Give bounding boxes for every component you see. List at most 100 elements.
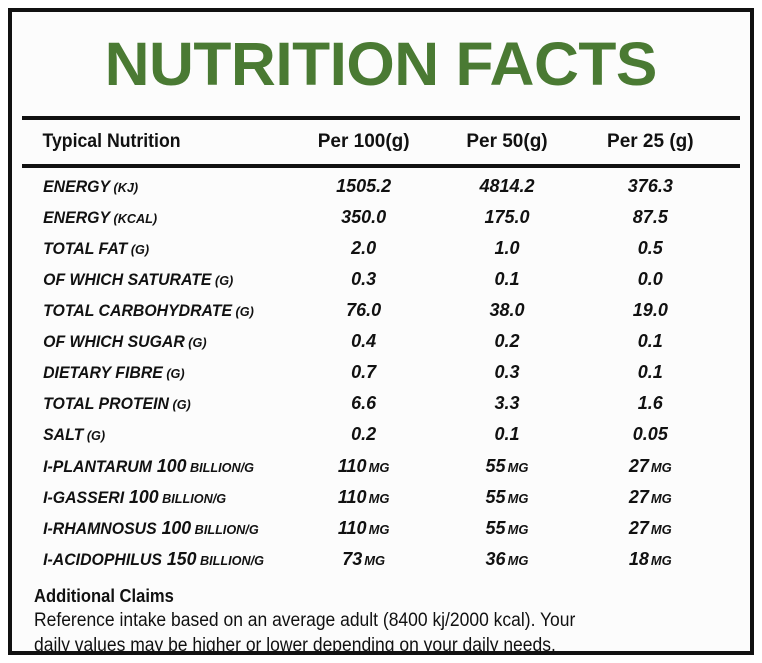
nutrient-name: SALT (G) xyxy=(22,426,281,445)
value-1: 110 MG xyxy=(292,518,435,539)
page-title: NUTRITION FACTS xyxy=(104,30,658,98)
nutrient-name-text: ENERGY xyxy=(43,178,111,196)
value-1: 110 MG xyxy=(292,487,435,508)
value-2: 3.3 xyxy=(435,393,578,414)
value-unit: MG xyxy=(368,491,390,506)
value-3: 0.05 xyxy=(579,424,740,445)
nutrient-unit: (G) xyxy=(232,304,254,319)
value-number: 0.4 xyxy=(351,331,377,351)
value-number: 19.0 xyxy=(632,300,668,320)
value-number: 4814.2 xyxy=(479,176,535,196)
value-1: 0.7 xyxy=(292,362,435,383)
value-number: 55 xyxy=(485,456,506,476)
value-2: 55 MG xyxy=(435,518,578,539)
value-number: 36 xyxy=(485,549,506,569)
value-1: 2.0 xyxy=(292,238,435,259)
value-3: 376.3 xyxy=(579,176,740,197)
value-number: 1505.2 xyxy=(336,176,392,196)
nutrient-name: ENERGY (KCAL) xyxy=(22,209,281,228)
value-number: 87.5 xyxy=(632,207,668,227)
value-1: 0.3 xyxy=(292,269,435,290)
table-row: OF WHICH SATURATE (G) 0.3 0.1 0.0 xyxy=(22,269,740,300)
additional-claims-section: Additional Claims Reference intake based… xyxy=(12,579,750,655)
value-3: 1.6 xyxy=(579,393,740,414)
nutrient-name-text: OF WHICH SUGAR xyxy=(43,333,185,351)
nutrient-unit: (G) xyxy=(83,428,106,443)
value-3: 87.5 xyxy=(579,207,740,228)
value-number: 175.0 xyxy=(484,207,530,227)
value-number: 1.0 xyxy=(494,238,520,258)
table-row: I-RHAMNOSUS 100 BILLION/G 110 MG 55 MG 27 MG xyxy=(22,517,740,548)
additional-claims-line-1: Reference intake based on an average adu… xyxy=(34,610,576,632)
value-1: 0.4 xyxy=(292,331,435,352)
nutrient-name: I-PLANTARUM 100 BILLION/G xyxy=(22,455,281,477)
value-3: 0.0 xyxy=(579,269,740,290)
nutrient-name-text: I-PLANTARUM xyxy=(43,458,152,476)
value-number: 1.6 xyxy=(637,393,663,413)
value-1: 76.0 xyxy=(292,300,435,321)
value-number: 27 xyxy=(628,487,649,507)
value-2: 55 MG xyxy=(435,487,578,508)
value-number: 0.5 xyxy=(637,238,663,258)
table-row: TOTAL FAT (G) 2.0 1.0 0.5 xyxy=(22,238,740,269)
value-number: 0.05 xyxy=(632,424,668,444)
nutrient-name-text: SALT xyxy=(43,426,84,444)
value-3: 27 MG xyxy=(579,518,740,539)
nutrient-amount-unit: BILLION/G xyxy=(196,553,264,568)
nutrient-name: OF WHICH SATURATE (G) xyxy=(22,271,281,290)
value-2: 38.0 xyxy=(435,300,578,321)
value-number: 110 xyxy=(337,487,367,507)
label-title-band: NUTRITION FACTS xyxy=(12,12,750,116)
table-row: ENERGY (KJ) 1505.2 4814.2 376.3 xyxy=(22,176,740,207)
additional-claims-line-2: daily values may be higher or lower depe… xyxy=(34,635,556,655)
value-number: 110 xyxy=(337,456,367,476)
divider-above-header xyxy=(22,116,740,120)
value-2: 0.1 xyxy=(435,424,578,445)
value-unit: MG xyxy=(507,460,529,475)
table-row: I-ACIDOPHILUS 150 BILLION/G 73 MG 36 MG 18 MG xyxy=(22,548,740,579)
header-per-100g: Per 100(g) xyxy=(317,131,410,152)
value-number: 0.3 xyxy=(494,362,520,382)
value-unit: MG xyxy=(650,553,672,568)
table-row: OF WHICH SUGAR (G) 0.4 0.2 0.1 xyxy=(22,331,740,362)
value-2: 4814.2 xyxy=(435,176,578,197)
value-3: 27 MG xyxy=(579,456,740,477)
value-number: 76.0 xyxy=(346,300,382,320)
value-unit: MG xyxy=(650,522,672,537)
value-number: 2.0 xyxy=(351,238,377,258)
table-header-row: Typical Nutrition Per 100(g) Per 50(g) P… xyxy=(12,120,750,164)
nutrient-amount-unit: BILLION/G xyxy=(158,491,227,506)
value-1: 73 MG xyxy=(292,549,435,570)
value-unit: MG xyxy=(507,553,529,568)
value-1: 6.6 xyxy=(292,393,435,414)
value-number: 0.1 xyxy=(494,424,520,444)
value-number: 0.3 xyxy=(351,269,377,289)
nutrition-table-body: ENERGY (KJ) 1505.2 4814.2 376.3 ENERGY (KCAL… xyxy=(12,168,750,579)
nutrient-amount-unit: BILLION/G xyxy=(186,460,254,475)
nutrient-name: I-RHAMNOSUS 100 BILLION/G xyxy=(22,517,281,539)
nutrient-name: DIETARY FIBRE (G) xyxy=(22,364,281,383)
value-number: 6.6 xyxy=(351,393,377,413)
value-3: 19.0 xyxy=(579,300,740,321)
value-number: 27 xyxy=(628,518,649,538)
value-unit: MG xyxy=(650,460,672,475)
nutrient-name-text: TOTAL FAT xyxy=(43,240,128,258)
header-per-25g: Per 25 (g) xyxy=(607,131,694,152)
value-2: 0.1 xyxy=(435,269,578,290)
value-unit: MG xyxy=(507,522,529,537)
header-per-50g: Per 50(g) xyxy=(466,131,548,152)
value-number: 55 xyxy=(485,518,506,538)
value-2: 55 MG xyxy=(435,456,578,477)
nutrient-amount: 100 xyxy=(124,486,159,507)
value-number: 0.0 xyxy=(637,269,663,289)
value-3: 0.1 xyxy=(579,362,740,383)
table-row: TOTAL CARBOHYDRATE (G) 76.0 38.0 19.0 xyxy=(22,300,740,331)
value-number: 0.1 xyxy=(494,269,520,289)
nutrient-name-text: I-RHAMNOSUS xyxy=(43,520,157,538)
nutrient-unit: (KJ) xyxy=(110,180,139,195)
value-1: 0.2 xyxy=(292,424,435,445)
nutrient-name-text: DIETARY FIBRE xyxy=(43,364,163,382)
value-3: 0.5 xyxy=(579,238,740,259)
value-number: 0.2 xyxy=(351,424,377,444)
nutrient-name-text: TOTAL PROTEIN xyxy=(43,395,169,413)
